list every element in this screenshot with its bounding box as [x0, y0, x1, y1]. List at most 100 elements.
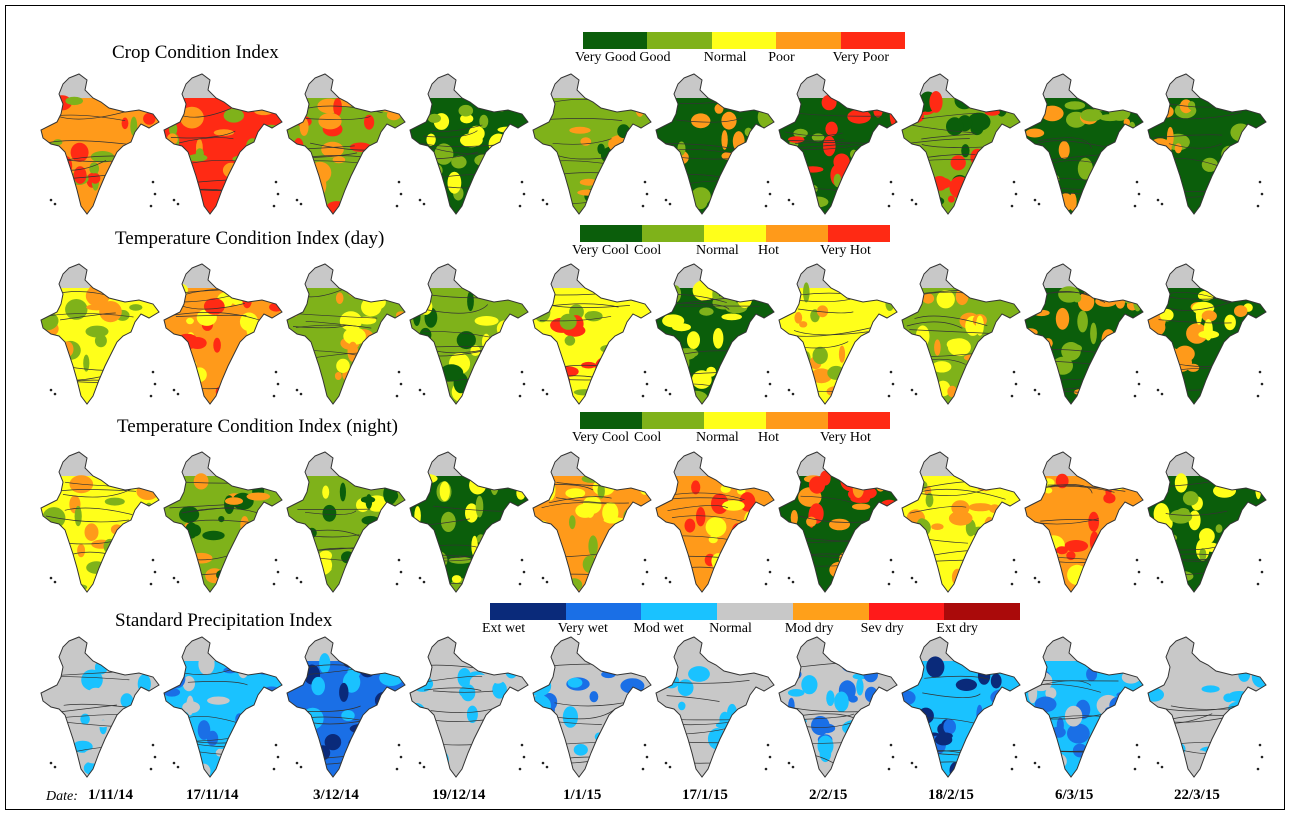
india-map: [1024, 73, 1144, 215]
india-map: [40, 636, 160, 778]
date-label: 17/1/15: [682, 787, 728, 803]
legend-label: Poor: [768, 50, 795, 65]
map-row-tci-night: [35, 450, 1285, 600]
legend-label: Very Cool: [572, 243, 630, 258]
legend-tci-night: Very Cool Cool Normal Hot Very Hot: [572, 412, 890, 447]
legend-label: Very Hot: [820, 243, 871, 258]
legend-swatch: [490, 603, 566, 620]
legend-spi: Ext wet Very wet Mod wet Normal Mod dry Sev d…: [482, 603, 1020, 638]
date-label: 19/12/14: [432, 787, 486, 803]
india-map: [901, 263, 1021, 405]
india-map: [1024, 636, 1144, 778]
legend-swatch: [641, 603, 718, 620]
legend-label: Normal: [709, 621, 752, 636]
india-map: [409, 263, 529, 405]
india-map: [163, 451, 283, 593]
legend-labels: Very Cool Cool Normal Hot Very Hot: [572, 242, 890, 260]
legend-swatch: [828, 225, 890, 242]
india-map: [532, 73, 652, 215]
india-map: [286, 263, 406, 405]
legend-label: Very Cool: [572, 430, 630, 445]
india-map: [778, 73, 898, 215]
legend-label: Ext wet: [482, 621, 526, 636]
legend-swatch: [828, 412, 890, 429]
india-map: [778, 451, 898, 593]
legend-color-bar: [583, 32, 905, 49]
map-row-spi: [35, 635, 1285, 785]
legend-swatch: [704, 225, 766, 242]
legend-label: Mod dry: [784, 621, 834, 636]
map-row-crop-condition: [35, 72, 1285, 222]
legend-label: Hot: [758, 430, 779, 445]
date-label: 17/11/14: [186, 787, 239, 803]
legend-swatch: [647, 32, 712, 49]
legend-swatch: [580, 412, 642, 429]
map-row-tci-day: [35, 262, 1285, 412]
legend-labels: Ext wet Very wet Mod wet Normal Mod dry Sev d…: [482, 620, 1020, 638]
title-tci-night: Temperature Condition Index (night): [117, 416, 398, 437]
legend-label: Hot: [758, 243, 779, 258]
legend-labels: Very Cool Cool Normal Hot Very Hot: [572, 429, 890, 447]
date-label: 1/11/14: [88, 787, 134, 803]
legend-label: Mod wet: [633, 621, 684, 636]
legend-swatch: [944, 603, 1020, 620]
india-map: [163, 73, 283, 215]
date-label: 22/3/15: [1174, 787, 1220, 803]
legend-swatch: [766, 225, 828, 242]
date-label: 6/3/15: [1055, 787, 1094, 803]
india-map: [409, 73, 529, 215]
legend-swatch: [766, 412, 828, 429]
india-map: [409, 451, 529, 593]
india-map: [40, 451, 160, 593]
legend-swatch: [792, 603, 869, 620]
legend-label: Normal: [703, 50, 747, 65]
india-map: [1147, 263, 1267, 405]
legend-label: Cool: [634, 243, 662, 258]
india-map: [40, 263, 160, 405]
india-map: [1147, 73, 1267, 215]
legend-swatch: [840, 32, 905, 49]
india-map: [655, 636, 775, 778]
legend-swatch: [642, 412, 704, 429]
legend-label: Normal: [696, 243, 739, 258]
legend-swatch: [704, 412, 766, 429]
legend-swatch: [580, 225, 642, 242]
title-crop-condition-index: Crop Condition Index: [112, 42, 279, 63]
title-tci-day: Temperature Condition Index (day): [115, 228, 385, 249]
legend-swatch: [642, 225, 704, 242]
legend-swatch: [717, 603, 793, 620]
india-map: [286, 73, 406, 215]
legend-color-bar: [580, 412, 890, 429]
legend-crop-condition: Very Good Good Normal Poor Very Poor: [575, 32, 905, 67]
india-map: [655, 451, 775, 593]
legend-label: Ext dry: [936, 621, 978, 636]
india-map: [778, 636, 898, 778]
legend-labels: Very Good Good Normal Poor Very Poor: [575, 49, 905, 67]
india-map: [286, 636, 406, 778]
india-map: [1147, 636, 1267, 778]
legend-label: Cool: [634, 430, 662, 445]
title-spi: Standard Precipitation Index: [115, 610, 333, 631]
india-map: [1147, 451, 1267, 593]
date-label: 3/12/14: [313, 787, 359, 803]
india-map: [532, 263, 652, 405]
legend-swatch: [583, 32, 648, 49]
legend-label: Sev dry: [860, 621, 904, 636]
india-map: [1024, 451, 1144, 593]
legend-label: Very Hot: [820, 430, 871, 445]
date-label: 18/2/15: [928, 787, 974, 803]
legend-label: Very wet: [557, 621, 608, 636]
legend-color-bar: [580, 225, 890, 242]
legend-swatch: [776, 32, 841, 49]
figure-frame: [5, 5, 1285, 810]
india-map: [901, 636, 1021, 778]
legend-color-bar: [490, 603, 1020, 620]
india-map: [1024, 263, 1144, 405]
date-prefix-label: Date:: [46, 789, 78, 804]
legend-label: Very Good: [575, 50, 637, 65]
date-label: 1/1/15: [563, 787, 602, 803]
legend-label: Normal: [696, 430, 739, 445]
legend-label: Good: [639, 50, 671, 65]
date-label: 2/2/15: [809, 787, 848, 803]
legend-swatch: [565, 603, 642, 620]
